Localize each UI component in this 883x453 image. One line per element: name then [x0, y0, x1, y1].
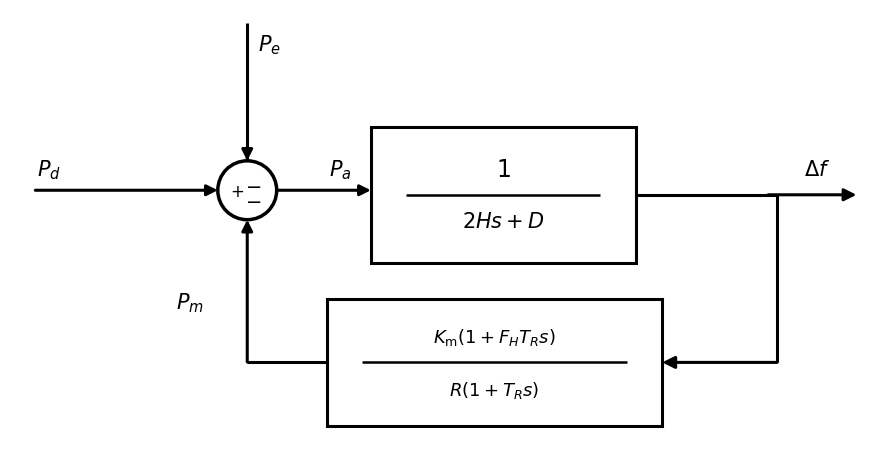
Text: $P_d$: $P_d$ — [36, 158, 61, 182]
Text: $R(1+T_R s)$: $R(1+T_R s)$ — [449, 380, 540, 401]
Text: $K_{\mathrm{m}}(1+F_H T_R s)$: $K_{\mathrm{m}}(1+F_H T_R s)$ — [434, 327, 555, 347]
Text: $-$: $-$ — [245, 176, 261, 195]
Text: $P_m$: $P_m$ — [176, 292, 204, 315]
Text: $2Hs+D$: $2Hs+D$ — [462, 212, 545, 232]
Bar — [327, 299, 662, 426]
Text: $P_e$: $P_e$ — [258, 34, 281, 57]
Text: $1$: $1$ — [496, 159, 510, 182]
Text: $+$: $+$ — [230, 183, 244, 201]
Text: $\Delta f$: $\Delta f$ — [804, 160, 830, 180]
Bar — [371, 127, 636, 263]
Text: $P_a$: $P_a$ — [328, 158, 351, 182]
Text: $-$: $-$ — [245, 191, 261, 210]
